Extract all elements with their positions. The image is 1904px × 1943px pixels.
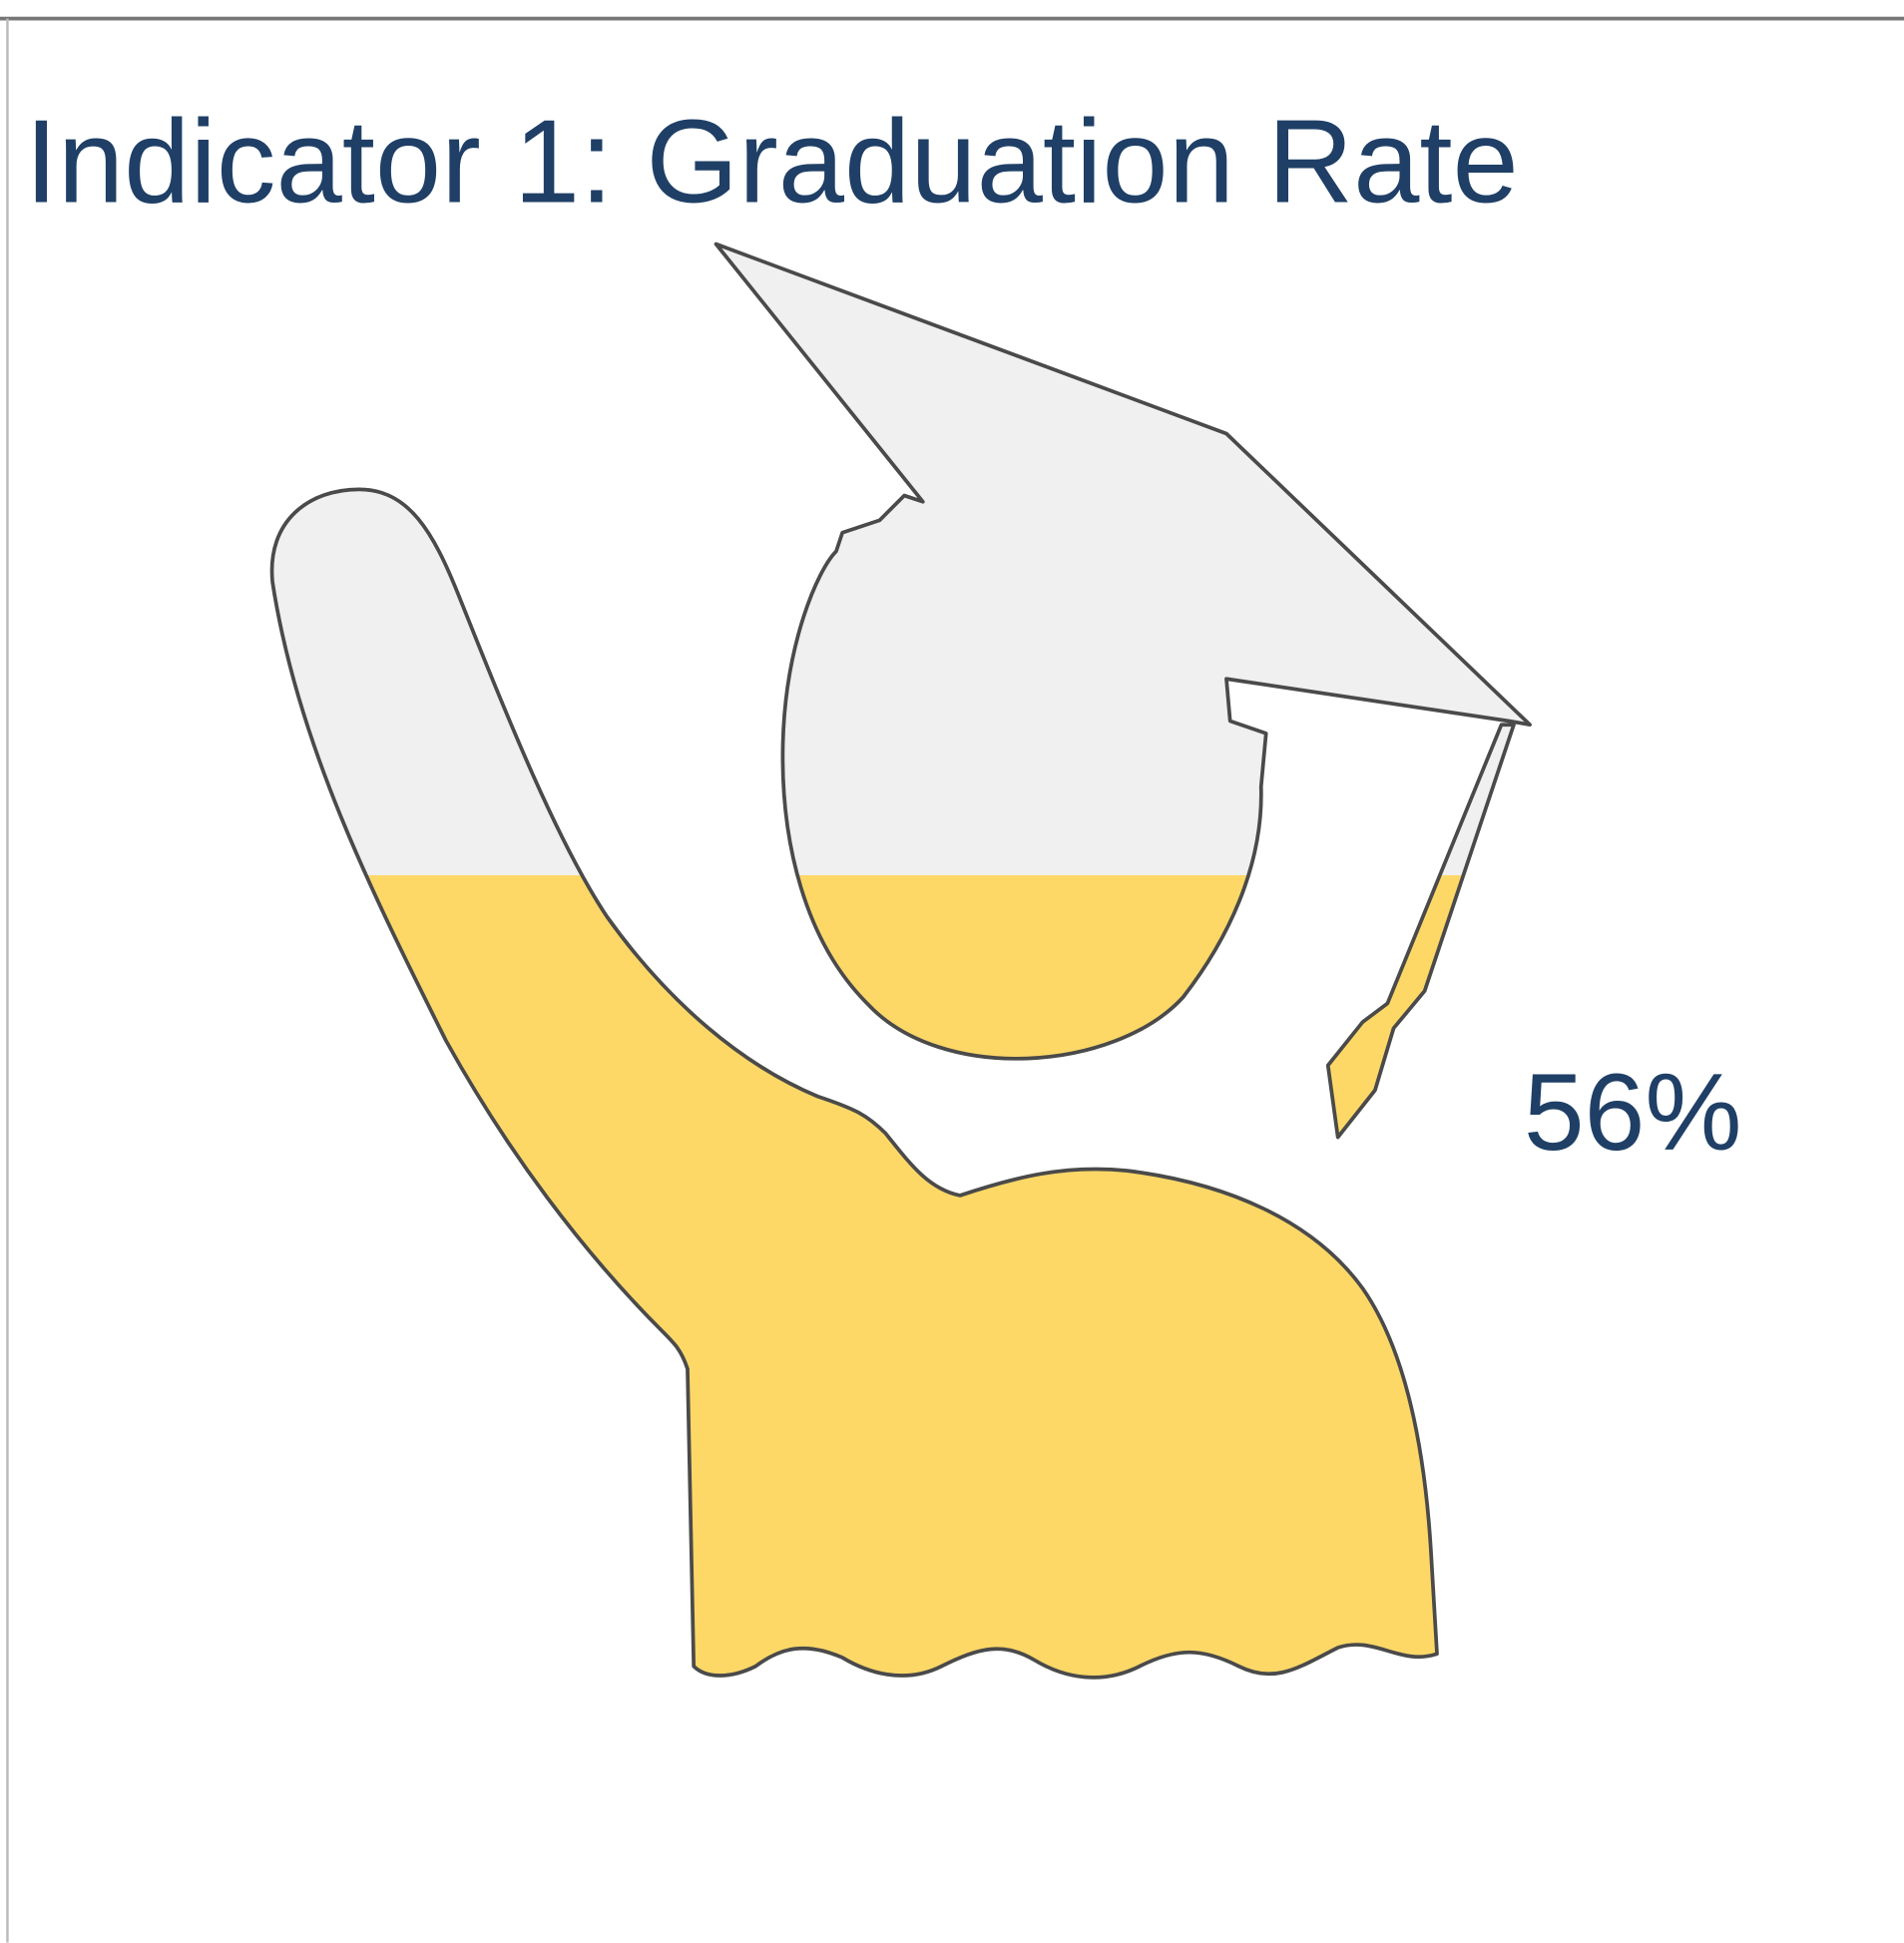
fill-level bbox=[271, 875, 1531, 1678]
figure-empty bbox=[715, 243, 1531, 1059]
figure-outline bbox=[1325, 723, 1516, 1140]
figure-outline bbox=[269, 487, 1439, 1680]
pictogram bbox=[269, 242, 1532, 1680]
chart-title: Indicator 1: Graduation Rate bbox=[25, 95, 1519, 228]
value-label: 56% bbox=[1524, 1052, 1742, 1174]
figure-outline bbox=[714, 242, 1532, 1061]
canvas: Indicator 1: Graduation Rate 56% bbox=[0, 16, 1904, 1943]
